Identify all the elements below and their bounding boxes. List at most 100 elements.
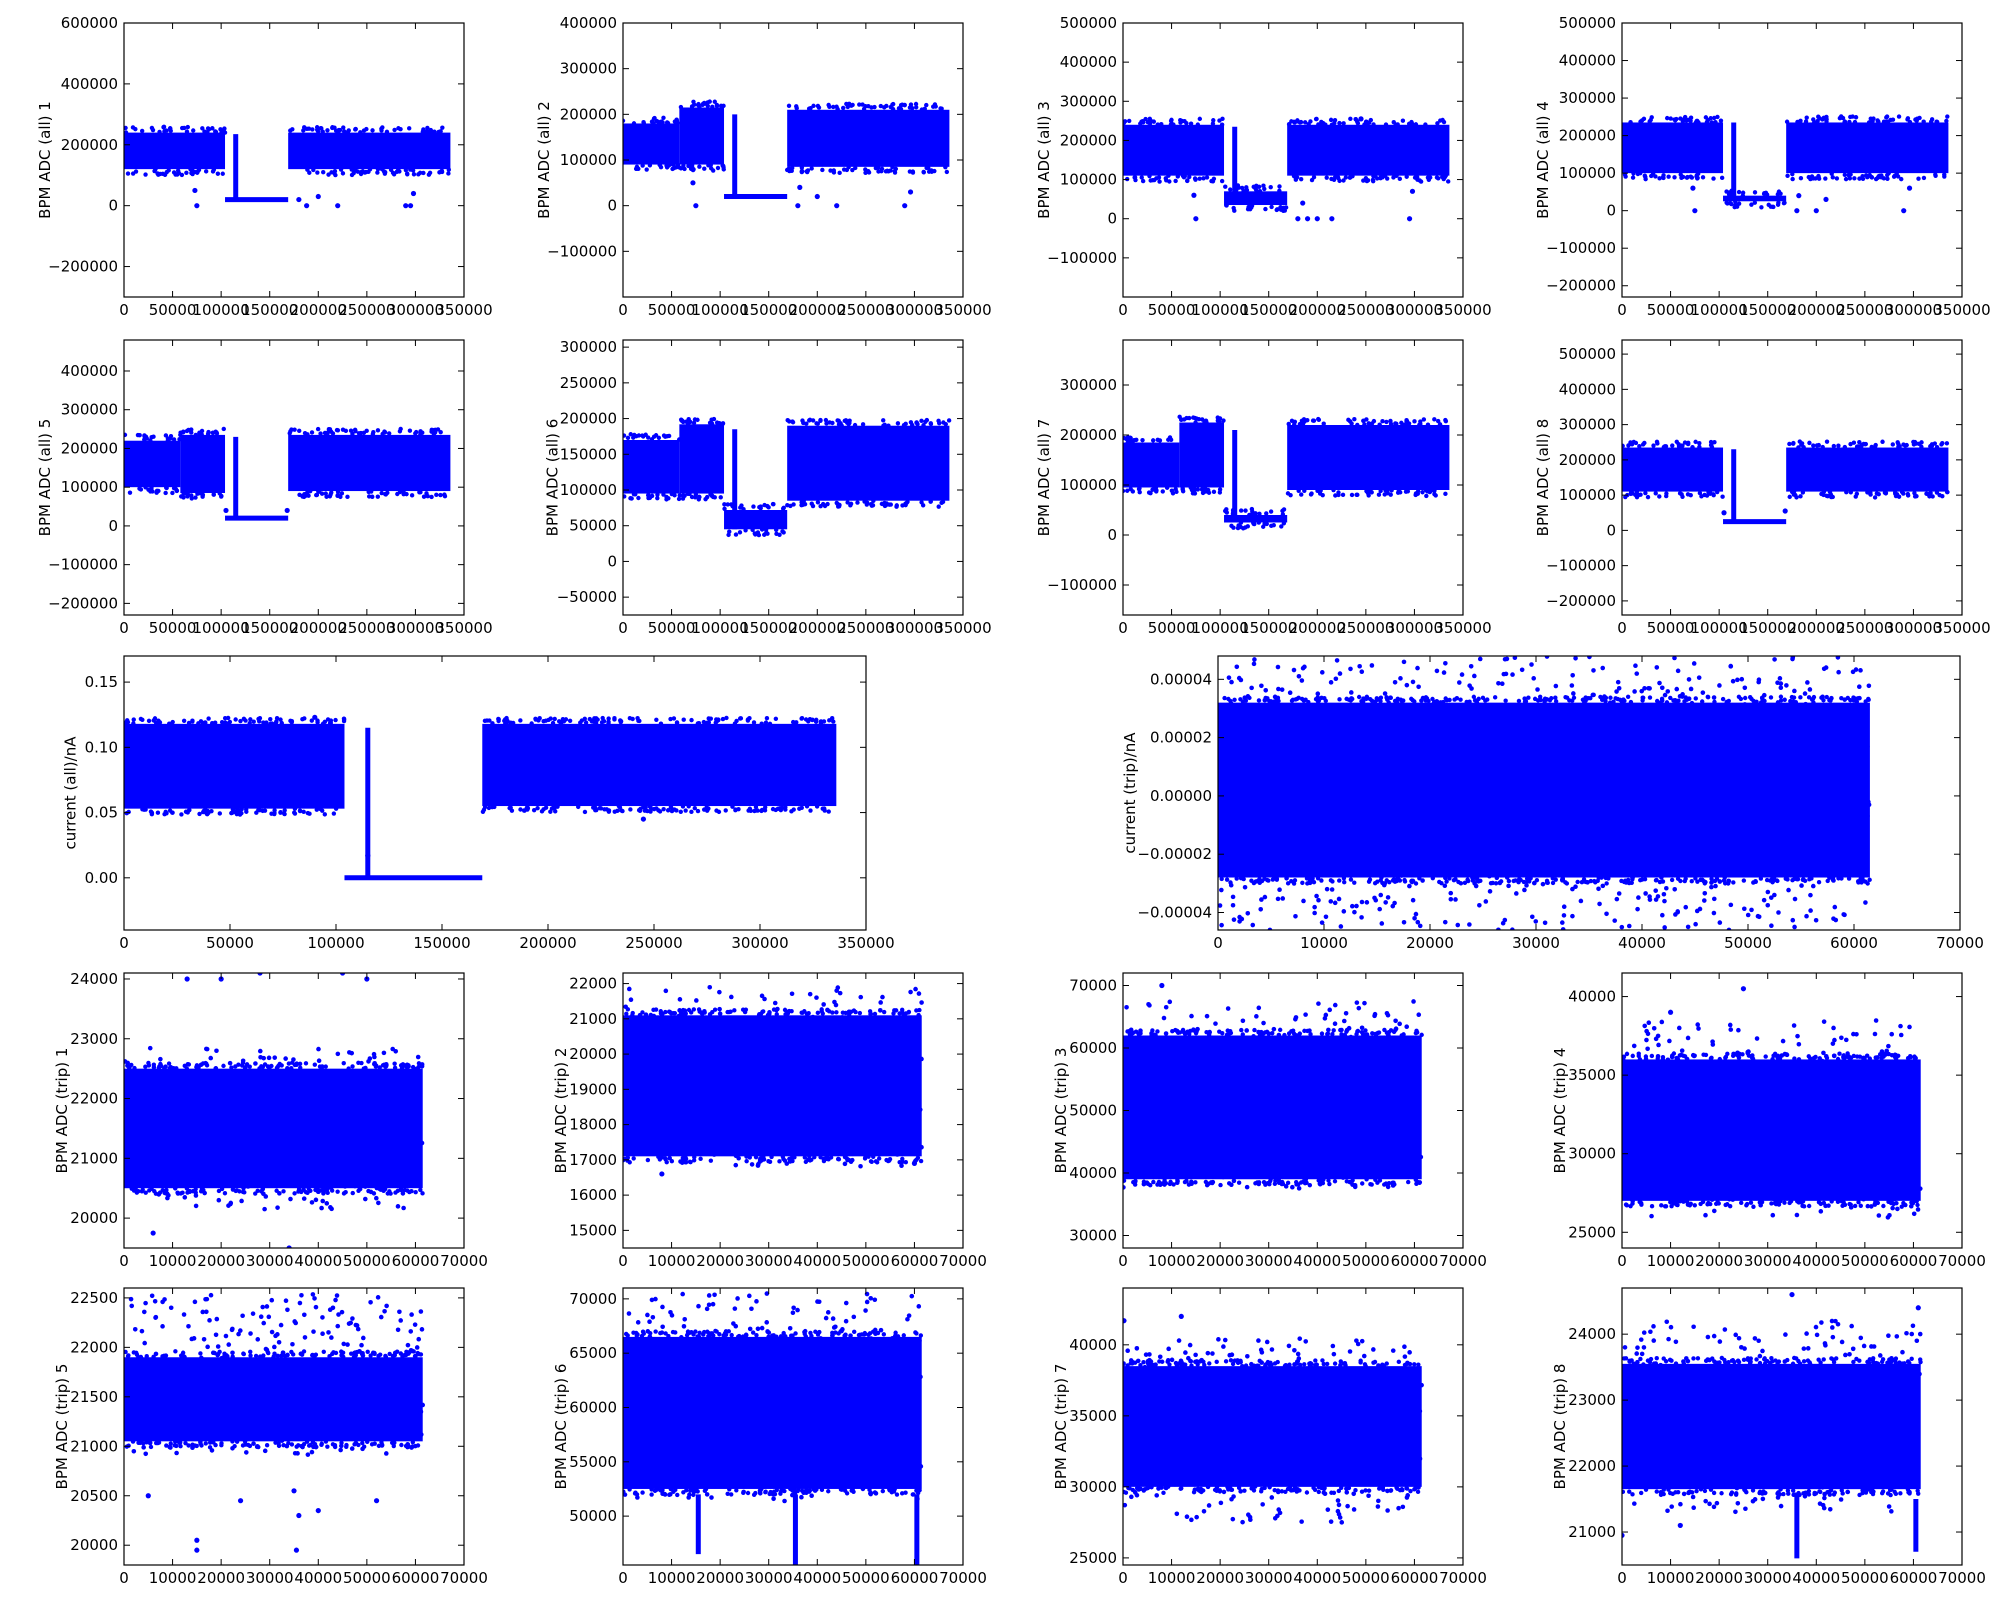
- data-point: [1467, 683, 1472, 688]
- x-tick-label: 300000: [1885, 619, 1942, 637]
- data-point: [790, 420, 796, 425]
- data-point: [1840, 115, 1846, 121]
- data-point: [807, 1114, 813, 1119]
- data-point: [182, 1195, 188, 1200]
- data-point: [407, 428, 413, 433]
- data-point: [261, 1055, 267, 1061]
- data-point: [726, 532, 731, 538]
- data-point: [892, 1102, 897, 1108]
- data-point: [834, 500, 839, 506]
- data-point: [763, 527, 769, 532]
- data-point: [1794, 876, 1800, 882]
- data-point: [920, 503, 926, 508]
- data-point: [834, 988, 839, 993]
- data-point: [1546, 766, 1551, 771]
- data-point: [1224, 703, 1229, 709]
- y-tick-label: 200000: [1559, 451, 1616, 469]
- data-point: [1506, 878, 1512, 884]
- data-point: [550, 720, 556, 726]
- data-point: [1796, 193, 1802, 199]
- data-point: [1496, 814, 1502, 820]
- data-point: [192, 1154, 197, 1160]
- y-tick-label: −100000: [1047, 576, 1117, 594]
- data-point: [1849, 714, 1855, 720]
- data-point: [640, 163, 645, 168]
- data-point: [1811, 762, 1816, 767]
- data-point: [1847, 864, 1852, 870]
- data-point: [745, 1064, 751, 1070]
- data-point: [1654, 439, 1660, 444]
- data-point: [1450, 836, 1456, 842]
- data-point: [1693, 768, 1699, 774]
- data-point: [1567, 698, 1572, 703]
- data-point: [630, 1023, 635, 1029]
- data-band: [1123, 1035, 1422, 1180]
- data-point: [1603, 849, 1609, 854]
- data-point: [1258, 801, 1264, 806]
- y-tick-label: 16000: [569, 1186, 617, 1204]
- data-point: [351, 1114, 357, 1119]
- y-tick-label: −200000: [1546, 277, 1616, 295]
- y-tick-label: 100000: [1060, 171, 1117, 189]
- data-point: [1807, 877, 1812, 882]
- data-point: [1730, 678, 1736, 684]
- data-point: [678, 809, 683, 815]
- data-point: [923, 419, 928, 424]
- plot-area: [1123, 982, 1424, 1191]
- y-tick-label: 21000: [569, 1010, 617, 1028]
- data-point: [1655, 698, 1660, 704]
- data-point: [1224, 507, 1229, 512]
- panel-11: 0 10000 20000 30000 40000 50000 60000 700002000…: [53, 970, 488, 1270]
- data-point: [1725, 201, 1730, 206]
- data-point: [282, 1074, 288, 1079]
- data-point: [676, 496, 682, 502]
- data-point: [413, 1066, 419, 1072]
- data-point: [790, 1117, 795, 1123]
- data-point: [711, 1152, 717, 1157]
- data-point: [882, 500, 887, 506]
- data-point: [919, 107, 925, 112]
- data-point: [858, 994, 864, 1000]
- data-point: [1366, 421, 1371, 426]
- data-point: [765, 1075, 770, 1080]
- data-point: [404, 1117, 410, 1122]
- y-tick-label: −200000: [1546, 592, 1616, 610]
- data-band: [288, 132, 451, 170]
- data-point: [1385, 895, 1391, 900]
- data-point: [142, 434, 147, 439]
- data-point: [1314, 893, 1319, 899]
- data-point: [644, 1131, 650, 1137]
- data-point: [292, 1191, 297, 1196]
- data-point: [1221, 858, 1226, 864]
- data-point: [1521, 879, 1527, 885]
- data-point: [160, 1127, 166, 1132]
- x-tick-label: 0: [618, 301, 628, 319]
- data-point: [1563, 771, 1569, 777]
- data-point: [747, 715, 752, 721]
- data-point: [640, 1134, 646, 1140]
- data-point: [1791, 441, 1796, 446]
- data-point: [370, 494, 375, 499]
- data-point: [1436, 713, 1441, 719]
- data-point: [1929, 443, 1935, 449]
- data-point: [1677, 740, 1682, 745]
- data-point: [1552, 754, 1557, 759]
- data-point: [886, 1098, 891, 1103]
- data-point: [882, 1033, 888, 1039]
- data-point: [264, 720, 269, 725]
- data-point: [312, 714, 318, 720]
- data-point: [1523, 699, 1529, 704]
- data-point: [1287, 690, 1293, 696]
- data-point: [1793, 820, 1799, 825]
- data-point: [1399, 873, 1404, 878]
- data-point: [1362, 733, 1367, 739]
- data-point: [914, 105, 919, 110]
- data-point: [156, 718, 161, 723]
- data-point: [1694, 174, 1699, 179]
- data-point: [1677, 785, 1683, 790]
- data-point: [342, 1101, 347, 1107]
- data-point: [390, 1091, 395, 1097]
- data-point: [1634, 846, 1640, 851]
- data-point: [839, 423, 844, 428]
- data-point: [747, 1035, 752, 1040]
